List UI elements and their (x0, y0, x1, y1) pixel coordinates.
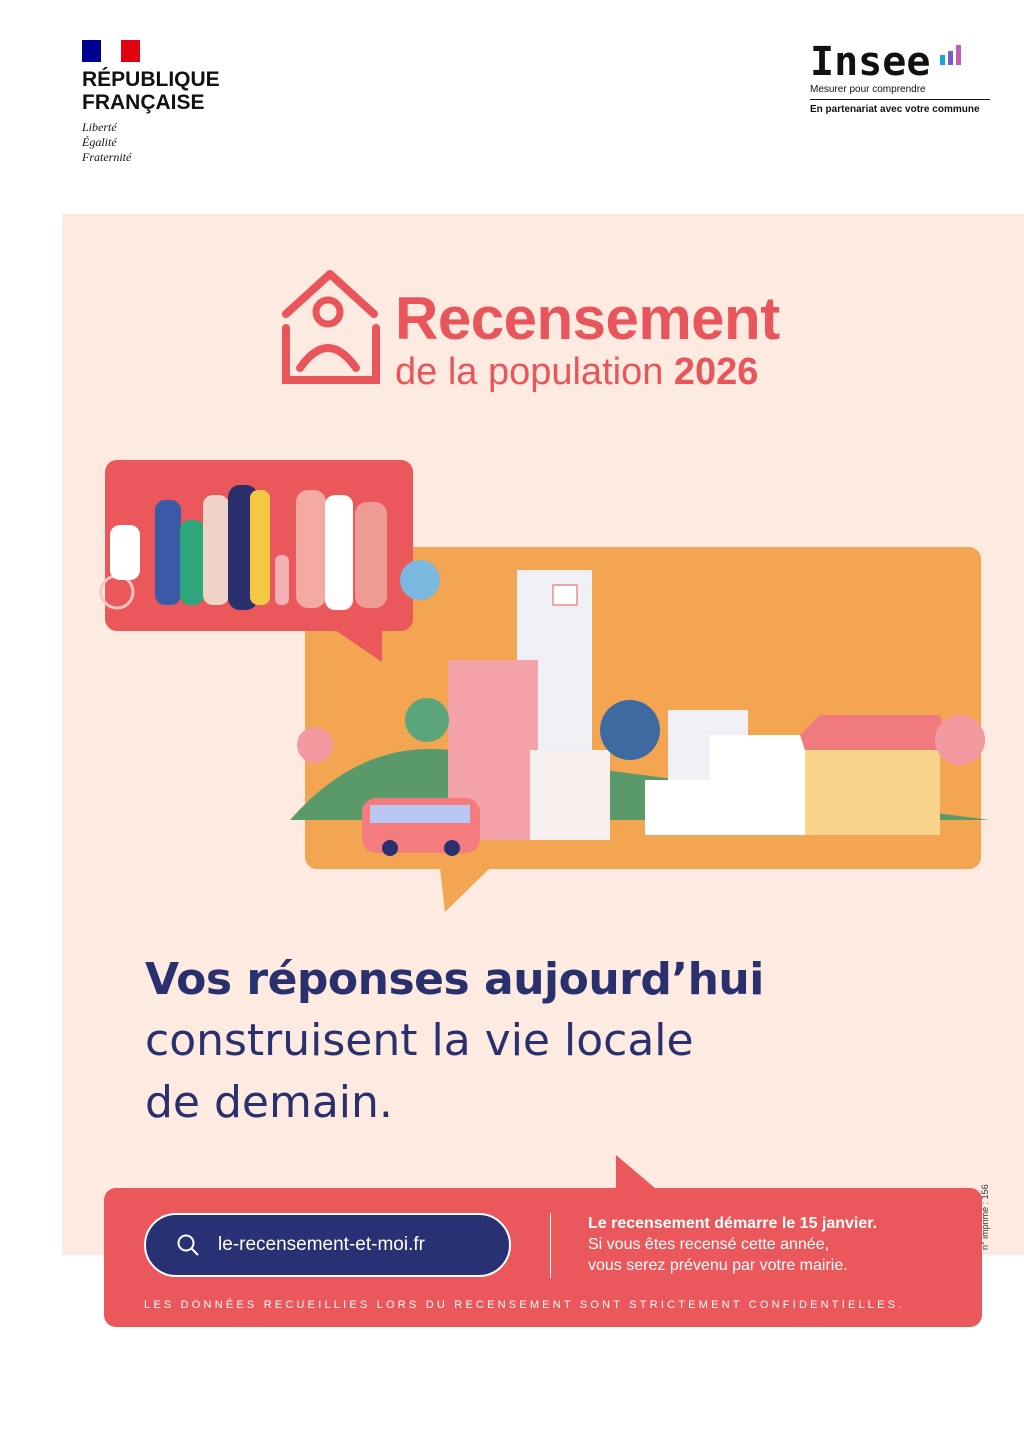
insee-tagline: Mesurer pour comprendre (810, 84, 990, 100)
title-line2: de la population (395, 351, 664, 393)
rf-line1: RÉPUBLIQUE (82, 68, 220, 91)
search-icon (177, 1234, 199, 1256)
town-illustration (99, 460, 990, 912)
cta-panel: le-recensement-et-moi.fr Le recensement … (104, 1188, 982, 1327)
title-year: 2026 (673, 351, 759, 393)
insee-partner: En partenariat avec votre commune (810, 104, 980, 115)
insee-logo: Insee Mesurer pour comprendre En partena… (810, 40, 990, 115)
people-group (99, 485, 440, 610)
info-line2: Si vous êtes recensé cette année, (588, 1236, 830, 1253)
divider (550, 1213, 551, 1278)
headline-line2: construisent la vie locale (145, 1015, 694, 1066)
motto-3: Fraternité (82, 150, 132, 164)
house-person-icon (282, 270, 380, 384)
marianne-flag-icon (82, 40, 140, 62)
headline-line3: de demain. (145, 1077, 393, 1128)
confidentiality-notice: LES DONNÉES RECUEILLIES LORS DU RECENSEM… (144, 1299, 905, 1311)
title-line1: Recensement (395, 285, 780, 352)
motto-1: Liberté (82, 120, 117, 134)
website-url: le-recensement-et-moi.fr (218, 1234, 425, 1255)
headline: Vos réponses aujourd’hui construisent la… (145, 950, 764, 1134)
cta-bubble-tail (616, 1155, 656, 1191)
print-number: n° imprimé : 156 (980, 1184, 990, 1250)
website-link[interactable]: le-recensement-et-moi.fr (144, 1213, 511, 1277)
motto-2: Égalité (82, 135, 117, 149)
info-line3: vous serez prévenu par votre mairie. (588, 1257, 848, 1274)
rf-line2: FRANÇAISE (82, 91, 205, 114)
campaign-title: Recensement de la population 2026 (395, 285, 780, 393)
headline-bold: Vos réponses aujourd’hui (145, 954, 764, 1005)
insee-bars-icon (940, 45, 961, 65)
buildings (290, 570, 990, 856)
info-bold: Le recensement démarre le 15 janvier. (588, 1215, 878, 1232)
republique-francaise-logo: RÉPUBLIQUE FRANÇAISE Liberté Égalité Frater… (82, 40, 220, 165)
insee-brand: Insee (810, 39, 931, 85)
census-info: Le recensement démarre le 15 janvier. Si… (588, 1213, 877, 1276)
